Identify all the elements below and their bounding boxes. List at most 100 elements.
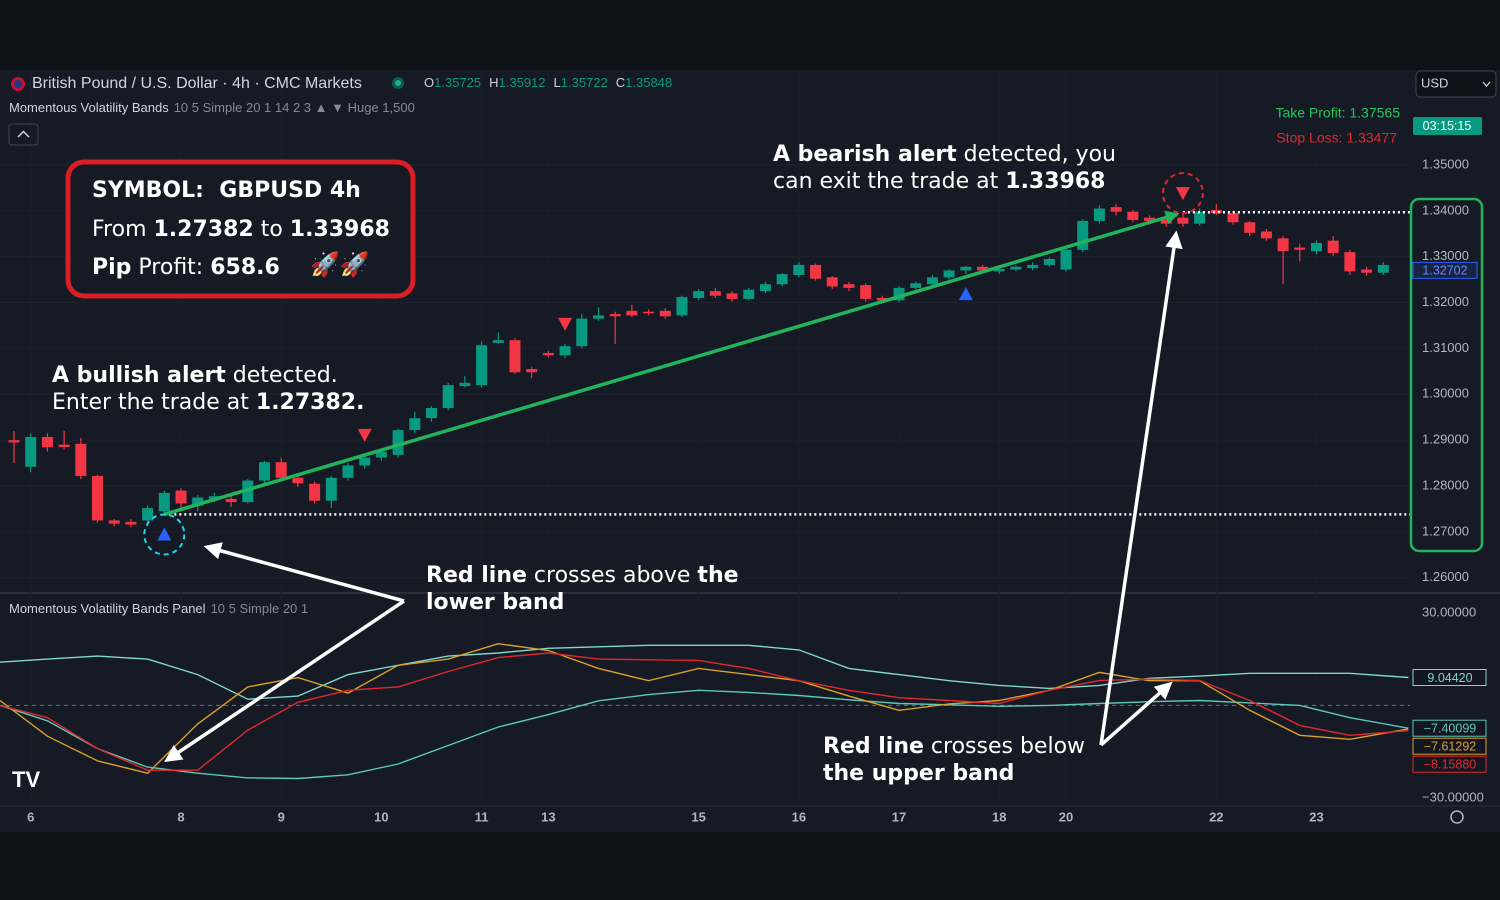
x-tick-label: 11 — [475, 809, 489, 824]
exit-highlight — [1161, 172, 1204, 215]
x-tick-label: 17 — [892, 809, 906, 824]
y-tick-label: 1.34000 — [1422, 202, 1469, 217]
y-tick-label: 30.00000 — [1422, 604, 1476, 619]
candle-body — [509, 340, 521, 373]
text-part: Profit: — [131, 255, 210, 280]
candle-body — [1277, 238, 1289, 252]
summary-box — [65, 159, 416, 299]
candle-body — [659, 310, 671, 317]
candle-body — [1027, 264, 1039, 269]
ohlc-value: 1.35722 — [561, 75, 608, 90]
text-part: Red line — [823, 734, 924, 759]
candle-body — [1043, 258, 1055, 265]
last-value-box — [1412, 755, 1487, 773]
candle-body — [860, 285, 872, 299]
text-part: to — [254, 217, 290, 242]
text-part: the — [697, 563, 738, 588]
candle-body — [492, 340, 504, 343]
candle-body — [325, 477, 337, 501]
candle-body — [275, 462, 287, 478]
stop-loss: Stop Loss: 1.33477 — [1276, 130, 1397, 146]
candle-body — [342, 465, 354, 478]
panel-params: 10 5 Simple 20 1 — [211, 601, 309, 616]
candle-body — [843, 284, 855, 288]
arrow — [203, 542, 405, 603]
text-part: Red line — [426, 563, 527, 588]
candle-body — [776, 274, 788, 285]
collapse-button[interactable] — [8, 123, 39, 146]
arrow — [1099, 681, 1173, 747]
candle-body — [375, 451, 387, 458]
candle-body — [759, 284, 771, 292]
x-tick-label: 16 — [792, 809, 806, 824]
text-part: the upper band — [823, 761, 1014, 786]
cross-above-note: Red line crosses above the lower band — [426, 563, 739, 615]
alert-marker — [1175, 187, 1190, 201]
indicator-line — [0, 644, 1409, 700]
settings-button[interactable] — [1450, 810, 1464, 824]
candle-body — [1260, 231, 1272, 239]
last-value-label: −7.40099 — [1424, 722, 1477, 736]
candle-body — [943, 270, 955, 278]
currency-label: USD — [1421, 75, 1448, 90]
market-status-dot — [395, 80, 401, 86]
candle-body — [1194, 211, 1206, 224]
text-part: 1.33968 — [1005, 169, 1105, 194]
last-value-label: 9.04420 — [1427, 671, 1472, 685]
summary-range: From 1.27382 to 1.33968 — [92, 217, 390, 242]
last-value-box — [1412, 669, 1487, 687]
logo: TV — [12, 767, 40, 792]
y-tick-label: 1.31000 — [1422, 340, 1469, 355]
last-value-label: −7.61292 — [1424, 740, 1477, 754]
pointer-arrows — [164, 230, 1183, 762]
ohlc-values: O1.35725 H1.35912 L1.35722 C1.35848 — [424, 75, 672, 90]
flag-icon-inner — [14, 80, 22, 88]
summary-profit: Pip Profit: 658.6 — [92, 255, 280, 280]
arrow — [164, 599, 405, 762]
indicator-legend: Momentous Volatility Bands 10 5 Simple 20… — [9, 100, 415, 115]
x-tick-label: 6 — [27, 809, 34, 824]
candle-body — [1077, 220, 1089, 250]
candle-body — [1210, 209, 1222, 214]
candle-body — [409, 418, 421, 431]
candle-body — [559, 346, 571, 356]
x-tick-label: 20 — [1059, 809, 1073, 824]
collapse-icon — [17, 130, 30, 138]
last-value-box — [1412, 719, 1487, 737]
candle-body — [75, 443, 87, 476]
candle-body — [926, 277, 938, 285]
candle-body — [693, 291, 705, 298]
candle-body — [643, 311, 655, 314]
currency-dropdown[interactable] — [1415, 70, 1497, 98]
candle-body — [225, 498, 237, 503]
countdown: 03:15:15 — [1423, 119, 1472, 133]
alert-marker — [357, 428, 372, 442]
candle-body — [1244, 222, 1256, 233]
candle-body — [309, 483, 321, 501]
countdown-box — [1413, 117, 1482, 135]
y-tick-label: 1.32000 — [1422, 294, 1469, 309]
y-tick-label: 1.26000 — [1422, 569, 1469, 584]
last-price-box — [1412, 261, 1478, 279]
candle-body — [592, 315, 604, 319]
candle-body — [1327, 240, 1339, 254]
candle-body — [292, 477, 304, 484]
text-part: Pip — [92, 255, 131, 280]
candle-body — [41, 436, 53, 448]
x-tick-label: 10 — [374, 809, 388, 824]
candle-body — [175, 490, 187, 504]
text-part: Enter the trade at — [52, 390, 256, 415]
entry-price: 1.27382 — [154, 217, 254, 242]
candle-body — [1093, 208, 1105, 221]
candle-body — [876, 297, 888, 301]
candle-body — [208, 496, 220, 499]
candle-body — [25, 436, 37, 467]
candle-body — [626, 310, 638, 316]
entry-highlight — [143, 513, 186, 556]
cross-below-note: Red line crosses below the upper band — [823, 734, 1085, 786]
rockets: 🚀🚀 — [310, 250, 370, 278]
candle-body — [1177, 217, 1189, 224]
ohlc-value: 1.35725 — [434, 75, 481, 90]
text-part: can exit the trade at — [773, 169, 1005, 194]
